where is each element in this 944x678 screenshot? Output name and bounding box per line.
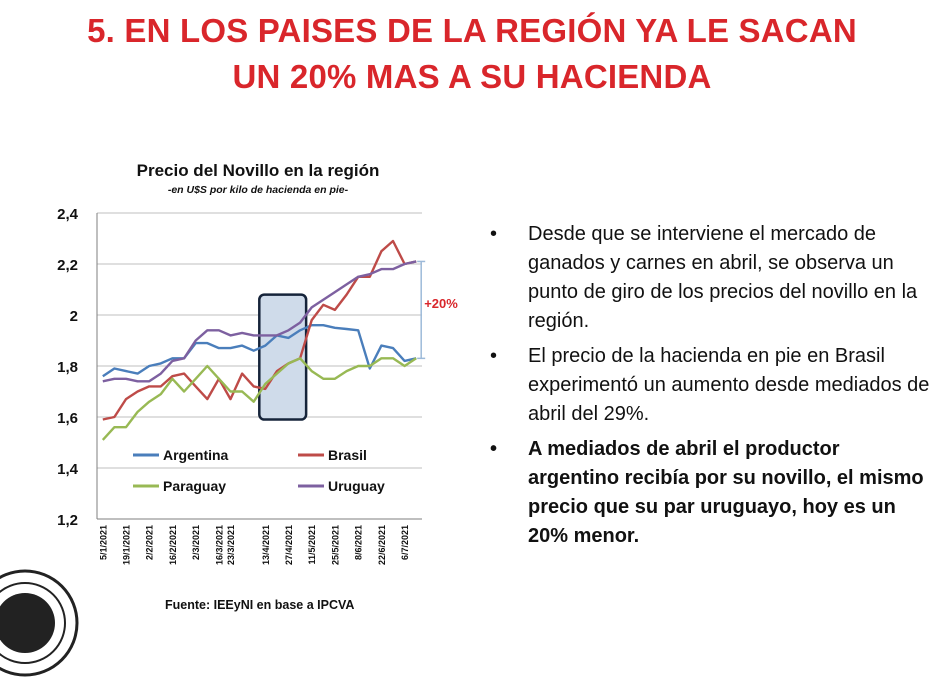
bullet-dot-icon: • <box>490 345 498 367</box>
series-line-argentina <box>102 324 417 378</box>
y-tick-label: 1,6 <box>57 410 78 427</box>
y-tick-label: 1,2 <box>57 512 78 529</box>
x-tick-label: 11/5/2021 <box>307 525 317 565</box>
series-line-paraguay <box>101 357 417 441</box>
x-tick-label: 6/7/2021 <box>400 525 410 560</box>
y-tick-label: 2,2 <box>57 257 78 274</box>
bullet-list: • Desde que se interviene el mercado de g… <box>490 220 930 557</box>
legend-label: Paraguay <box>163 478 226 494</box>
x-tick-label: 8/6/2021 <box>354 525 364 560</box>
y-axis-ticks: 1,2 1,4 1,6 1,8 2 2,2 2,4 <box>57 206 79 529</box>
price-chart: Precio del Novillo en la región -en U$S … <box>57 161 458 565</box>
bullet-dot-icon: • <box>490 223 498 245</box>
slide-title: 5. EN LOS PAISES DE LA REGIÓN YA LE SACA… <box>0 8 944 100</box>
legend-label: Brasil <box>328 447 367 463</box>
bullet-item: • A mediados de abril el productor argent… <box>490 435 930 551</box>
x-axis-ticks: 5/1/2021 19/1/2021 2/2/2021 16/2/2021 2/3/20… <box>98 525 410 565</box>
annotation-label: +20% <box>424 296 458 311</box>
highlight-rect <box>258 293 308 421</box>
chart-series <box>101 239 417 441</box>
bullet-text: A mediados de abril el productor argenti… <box>528 438 924 547</box>
legend-label: Uruguay <box>328 478 385 494</box>
x-tick-label: 5/1/2021 <box>98 525 108 560</box>
y-tick-label: 2 <box>70 308 78 325</box>
x-tick-label: 13/4/2021 <box>261 525 271 565</box>
chart-legend: Argentina Brasil Paraguay Uruguay <box>133 447 385 494</box>
chart-axes <box>96 213 422 520</box>
change-annotation: +20% <box>417 260 458 360</box>
series-line-uruguay <box>102 260 417 383</box>
slide-title-line-2: UN 20% MAS A SU HACIENDA <box>232 58 712 95</box>
series-line-brasil <box>102 239 417 421</box>
y-tick-label: 1,4 <box>57 461 79 478</box>
bullet-dot-icon: • <box>490 438 498 460</box>
seal-logo <box>0 569 79 677</box>
x-tick-label: 16/3/2021 <box>214 525 224 565</box>
chart-subtitle: -en U$S por kilo de hacienda en pie- <box>168 184 349 196</box>
slide-title-line-1: 5. EN LOS PAISES DE LA REGIÓN YA LE SACA… <box>87 12 857 49</box>
y-tick-label: 1,8 <box>57 359 78 376</box>
x-tick-label: 23/3/2021 <box>226 525 236 565</box>
x-tick-label: 16/2/2021 <box>168 525 178 565</box>
y-tick-label: 2,4 <box>57 206 79 223</box>
source-note: Fuente: IEEyNI en base a IPCVA <box>165 598 355 612</box>
bullet-item: • Desde que se interviene el mercado de g… <box>490 220 930 336</box>
x-tick-label: 2/2/2021 <box>145 525 155 560</box>
x-tick-label: 27/4/2021 <box>284 525 294 565</box>
x-tick-label: 19/1/2021 <box>122 525 132 565</box>
x-tick-label: 25/5/2021 <box>330 525 340 565</box>
highlight-box <box>258 293 308 421</box>
bullet-text: El precio de la hacienda en pie en Brasi… <box>528 345 930 425</box>
x-tick-label: 22/6/2021 <box>377 525 387 565</box>
bullet-item: • El precio de la hacienda en pie en Bras… <box>490 342 930 429</box>
bullet-text: Desde que se interviene el mercado de ga… <box>528 223 918 332</box>
chart-title: Precio del Novillo en la región <box>137 161 380 180</box>
legend-label: Argentina <box>163 447 229 463</box>
x-tick-label: 2/3/2021 <box>191 525 201 560</box>
